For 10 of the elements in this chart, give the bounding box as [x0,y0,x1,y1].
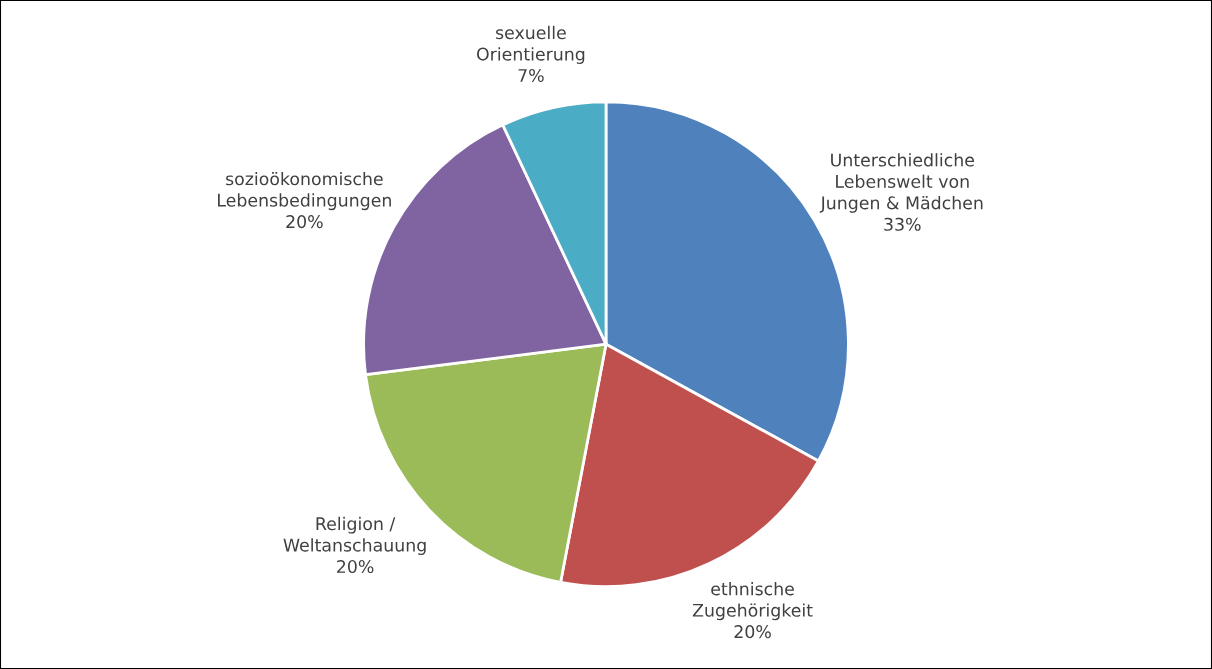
data-label: 33% [884,217,921,231]
slice-label: Unterschiedliche Lebenswelt von Jungen & Mädchen [819,153,983,213]
data-label: 20% [734,625,771,639]
slice-label: sozioökonomische Lebensbedingungen [218,171,391,211]
slice-label: Religion / Weltanschauung [283,516,426,556]
slice-label: ethnische Zugehörigkeit [692,581,813,621]
slice-label: sexuelle Orientierung [476,25,585,64]
data-label: 7% [518,68,544,83]
data-label: 20% [337,559,374,574]
data-label: 20% [286,215,323,229]
